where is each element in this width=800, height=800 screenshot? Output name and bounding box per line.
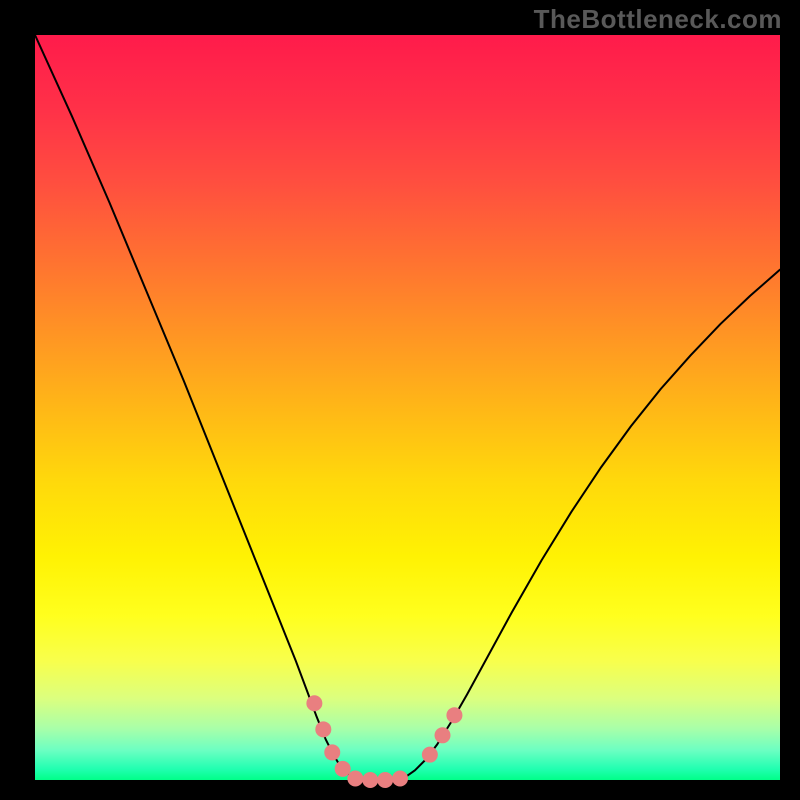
curve-marker [392, 771, 408, 787]
curve-marker [446, 707, 462, 723]
curve-marker [347, 771, 363, 787]
curve-marker [377, 772, 393, 788]
bottleneck-curve [35, 35, 780, 780]
curve-marker [362, 772, 378, 788]
curve-marker [324, 744, 340, 760]
curve-marker [315, 721, 331, 737]
curve-marker [335, 761, 351, 777]
watermark-text: TheBottleneck.com [534, 4, 782, 35]
chart-stage: TheBottleneck.com [0, 0, 800, 800]
curve-marker [435, 727, 451, 743]
curve-marker [306, 695, 322, 711]
curve-layer [0, 0, 800, 800]
curve-marker [422, 747, 438, 763]
